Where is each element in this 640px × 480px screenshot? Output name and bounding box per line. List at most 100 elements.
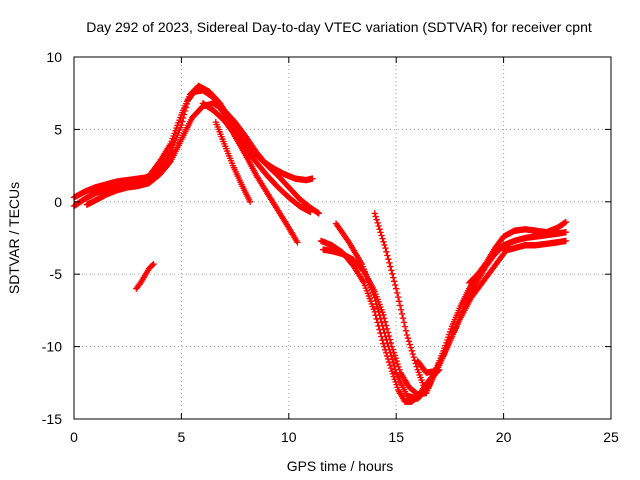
data-point — [150, 260, 157, 268]
x-tick-label: 10 — [281, 429, 297, 445]
data-point — [375, 308, 382, 315]
data-point — [394, 293, 402, 301]
data-point — [378, 232, 385, 239]
data-point — [307, 208, 314, 216]
data-point — [386, 346, 393, 353]
data-point — [384, 339, 391, 347]
series-track-5 — [212, 118, 254, 205]
data-point — [315, 210, 323, 217]
data-point — [384, 252, 391, 259]
data-point — [385, 255, 392, 263]
data-point — [371, 210, 378, 217]
series-track-2 — [70, 82, 316, 210]
x-tick-label: 0 — [70, 429, 78, 445]
data-point — [402, 327, 410, 335]
data-point — [562, 218, 570, 226]
x-tick-label: 20 — [496, 429, 512, 445]
data-point — [387, 349, 394, 357]
data-point — [149, 261, 156, 269]
data-point — [406, 341, 414, 348]
data-point — [400, 319, 408, 326]
ticks-layer: 0 5 10 15 20 25 -15 -10 -5 0 5 10 — [42, 49, 619, 445]
data-point — [374, 219, 381, 227]
series-track-6 — [133, 260, 157, 292]
data-point — [380, 340, 387, 347]
data-point — [380, 326, 387, 333]
x-tick-label: 25 — [603, 429, 619, 445]
data-point — [371, 294, 378, 301]
data-point — [373, 301, 380, 308]
data-point — [376, 225, 383, 233]
data-point — [379, 235, 386, 242]
y-tick-label: 5 — [54, 121, 62, 137]
plot-frame — [73, 56, 612, 420]
data-point — [377, 315, 384, 322]
data-point — [562, 229, 570, 236]
data-point — [391, 278, 398, 285]
data-point — [392, 281, 399, 289]
y-tick-label: -10 — [42, 339, 62, 355]
data-point — [397, 306, 405, 313]
data-point — [389, 270, 396, 278]
data-point — [373, 216, 380, 223]
data-point — [391, 362, 398, 370]
data-point — [375, 222, 382, 230]
data-point — [395, 298, 403, 305]
data-point — [379, 322, 386, 330]
data-point — [401, 323, 409, 330]
x-tick-label: 15 — [388, 429, 404, 445]
data-point — [398, 310, 406, 318]
y-axis-label: SDTVAR / TECUs — [6, 182, 22, 294]
series-track-4 — [199, 100, 314, 216]
data-point — [394, 360, 401, 368]
data-point — [387, 263, 394, 270]
series-track-12 — [466, 218, 570, 287]
data-point — [294, 239, 301, 246]
data-point — [166, 150, 173, 158]
data-point — [405, 338, 413, 345]
chart-title: Day 292 of 2023, Sidereal Day-to-day VTE… — [86, 19, 592, 35]
series-track-10 — [371, 210, 430, 397]
data-point — [386, 361, 394, 369]
data-point — [389, 356, 396, 363]
x-axis-label: GPS time / hours — [287, 458, 394, 474]
data-point — [393, 289, 401, 297]
data-point — [383, 336, 390, 343]
data-point — [410, 353, 417, 361]
data-point — [382, 333, 389, 340]
x-tick-label: 5 — [178, 429, 186, 445]
series-track-13 — [500, 237, 570, 255]
data-point — [390, 274, 397, 281]
data-point — [399, 314, 407, 322]
data-point — [246, 198, 254, 205]
data-point — [309, 175, 316, 182]
data-point — [383, 248, 390, 256]
data-point — [372, 297, 379, 305]
data-point — [392, 354, 399, 362]
data-point — [381, 329, 388, 337]
y-tick-label: 10 — [46, 49, 62, 65]
series-track-3 — [83, 100, 323, 217]
data-point — [378, 319, 385, 326]
data-point — [409, 350, 416, 358]
data-point — [404, 334, 412, 342]
data-point — [562, 237, 570, 245]
data-point — [387, 364, 395, 372]
data-point — [390, 359, 397, 366]
data-point — [385, 343, 392, 350]
data-point — [179, 118, 186, 125]
data-point — [408, 347, 416, 355]
data-point — [377, 229, 384, 236]
data-point — [396, 302, 404, 309]
data-point — [407, 344, 415, 351]
data-point — [395, 363, 402, 371]
data-point — [385, 358, 393, 366]
data-point — [392, 366, 399, 373]
data-point — [381, 241, 388, 249]
y-tick-label: 0 — [54, 194, 62, 210]
data-point — [391, 352, 398, 359]
data-point — [386, 259, 393, 267]
y-tick-label: -5 — [50, 266, 63, 282]
data-point — [380, 238, 387, 246]
